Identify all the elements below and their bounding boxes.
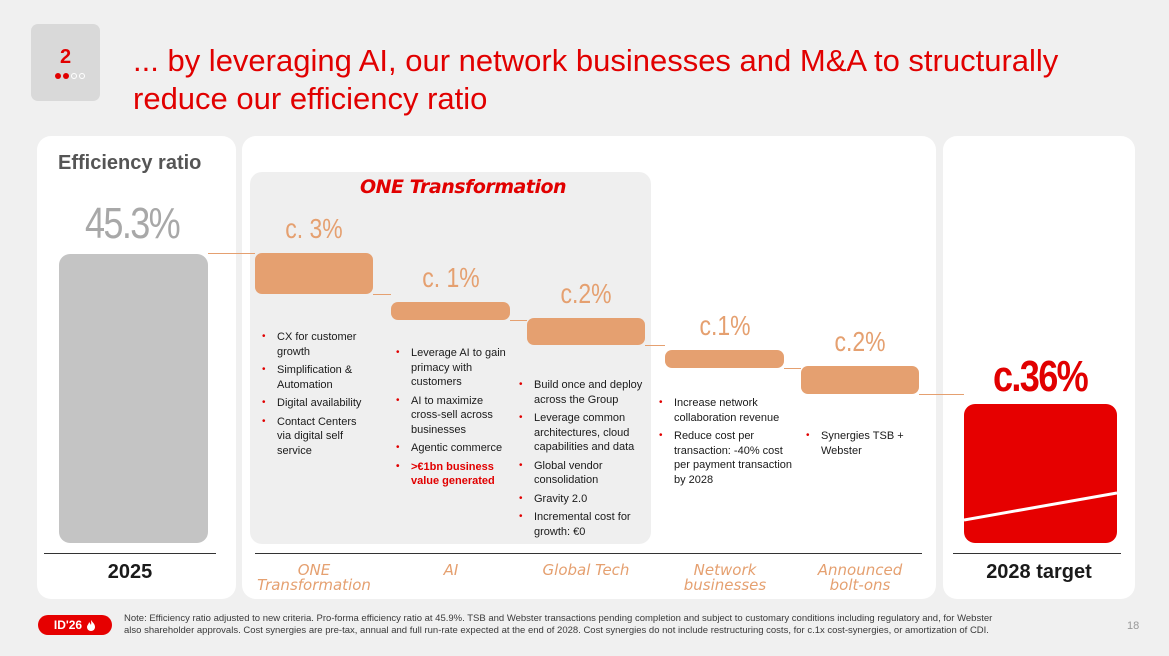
axis-line-levers [255,553,922,554]
category-label-global-tech: Global Tech [542,561,630,579]
connector [510,319,527,321]
category-label-bolt-ons: Announced bolt-ons [817,561,903,594]
bullet-list-network-businesses: Increase network collaboration revenue R… [659,396,795,491]
bullet-list-global-tech: Build once and deploy across the Group L… [519,378,651,543]
bullet-list-one-transformation: CX for customer growth Simplification & … [262,330,372,462]
list-item: CX for customer growth [262,330,372,359]
step-bar-bolt-ons [801,366,919,394]
list-item: Increase network collaboration revenue [659,396,795,425]
category-label-one-transformation: ONE Transformation [257,561,371,594]
step-label-network-businesses: c.1% [698,310,751,342]
logo-text: ID'26 [53,618,83,632]
footnote: Note: Efficiency ratio adjusted to new c… [124,613,993,636]
dot-icon [71,73,77,79]
bullet-list-ai: Leverage AI to gain primacy with custome… [396,346,512,493]
step-bar-ai [391,301,510,320]
list-item: Synergies TSB + Webster [806,429,916,458]
connector [784,368,801,370]
step-bar-global-tech [527,317,645,346]
page-title: ... by leveraging AI, our network busine… [133,43,1059,116]
step-label-one-transformation: c. 3% [285,213,343,244]
dot-icon [63,73,69,79]
axis-line-2025 [44,553,216,554]
step-label-ai: c. 1% [421,261,480,293]
list-item: Incremental cost for growth: €0 [519,510,651,539]
category-label-2025: 2025 [107,561,153,583]
category-label-ai: AI [443,561,459,579]
step-label-bolt-ons: c.2% [834,326,886,358]
list-item: Gravity 2.0 [519,492,651,507]
axis-line-2028 [953,553,1121,554]
bar-2025 [59,254,208,543]
list-item: Leverage common architectures, cloud cap… [519,411,651,455]
list-item: Simplification & Automation [262,363,372,392]
list-item: AI to maximize cross-sell across busines… [396,394,512,438]
category-label-2028: 2028 target [986,561,1092,583]
list-item: Contact Centers via digital self service [262,415,372,459]
step-bar-network-businesses [665,350,784,369]
section-badge: 2 [31,24,100,101]
bar-2028 [964,404,1117,543]
group-heading: ONE Transformation [360,176,567,198]
section-number: 2 [59,46,72,68]
dot-icon [55,73,61,79]
list-item: Build once and deploy across the Group [519,378,651,407]
flame-icon [87,619,96,631]
list-item: Global vendor consolidation [519,459,651,488]
connector [373,294,391,296]
progress-dots [55,73,85,79]
step-bar-one-transformation [255,253,373,295]
value-label-2028: c.36% [993,352,1089,401]
list-item: Agentic commerce [396,441,512,456]
list-item-highlight: >€1bn business value generated [396,460,512,489]
bullet-list-bolt-ons: Synergies TSB + Webster [806,429,916,462]
bar-2028-stripe [964,491,1117,522]
event-logo: ID'26 [38,615,112,635]
connector [919,393,964,395]
connector [645,345,665,347]
dot-icon [79,73,85,79]
list-item: Reduce cost per transaction: -40% cost p… [659,429,795,487]
value-label-2025: 45.3% [85,199,181,248]
connector [208,253,255,254]
chart-title: Efficiency ratio [58,152,202,174]
list-item: Leverage AI to gain primacy with custome… [396,346,512,390]
category-label-network-businesses: Network businesses [683,561,767,594]
page-number: 18 [1127,620,1140,632]
list-item: Digital availability [262,396,372,411]
step-label-global-tech: c.2% [560,277,612,309]
